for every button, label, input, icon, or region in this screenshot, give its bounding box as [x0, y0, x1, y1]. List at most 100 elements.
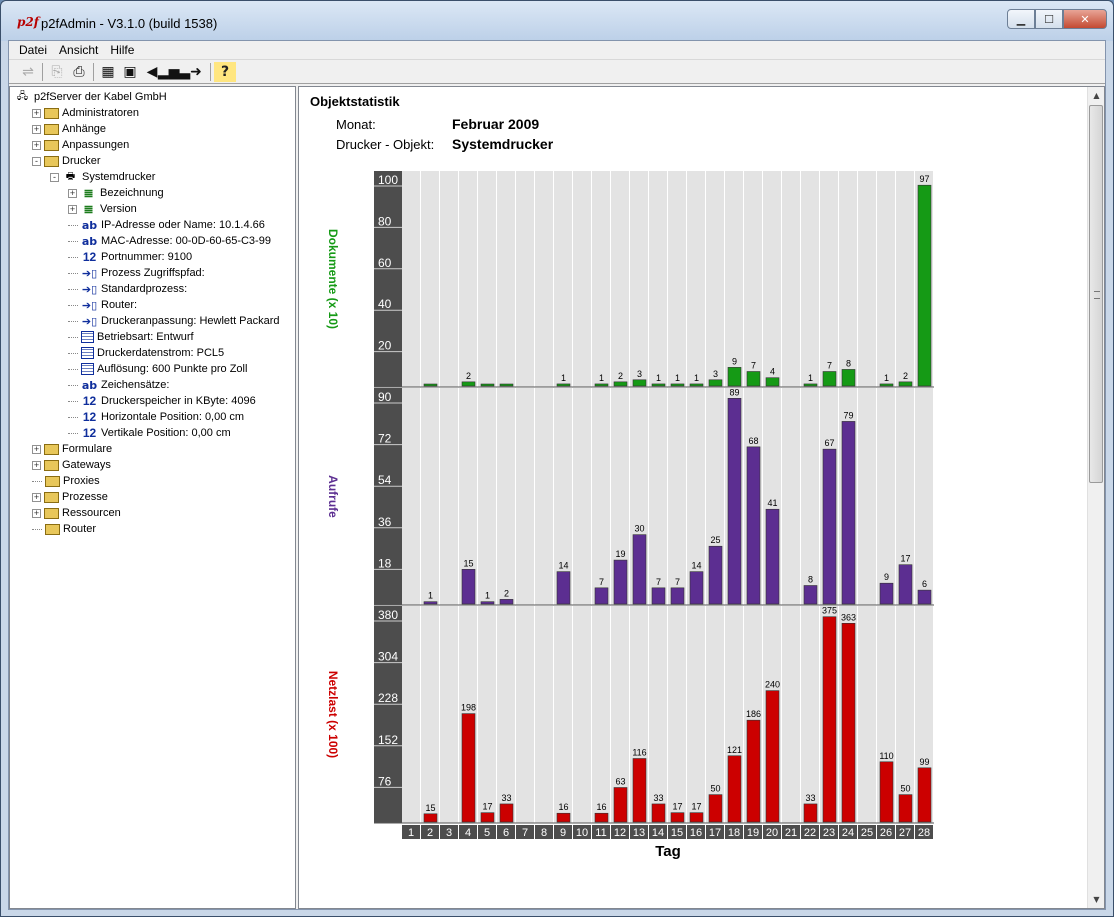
day-label-box: [592, 825, 610, 839]
y-tick-label: 18: [378, 556, 392, 570]
menu-datei[interactable]: Datei: [19, 43, 48, 57]
swap-icon[interactable]: ⇌: [22, 63, 34, 80]
process-icon: ➔▯: [81, 283, 98, 296]
tree-item[interactable]: Proxies: [32, 473, 100, 489]
tree-item[interactable]: + Gateways: [32, 457, 111, 473]
tree-item-label: Standardprozess:: [101, 283, 188, 295]
tree-item[interactable]: Auflösung: 600 Punkte pro Zoll: [68, 361, 247, 377]
vertical-scrollbar[interactable]: ▲ ▼: [1087, 87, 1104, 908]
properties-edit-icon[interactable]: ▣: [123, 63, 137, 80]
tree-connector: [68, 240, 78, 242]
forward-arrow-icon[interactable]: ➜: [190, 63, 202, 80]
tree-item-label: Ressourcen: [62, 507, 121, 519]
tree-item[interactable]: + Ressourcen: [32, 505, 121, 521]
tree-item[interactable]: Betriebsart: Entwurf: [68, 329, 194, 345]
scroll-up-icon[interactable]: ▲: [1093, 91, 1100, 100]
day-column: [782, 606, 800, 823]
y-tick-label: 20: [378, 339, 392, 353]
expand-icon[interactable]: +: [68, 187, 77, 198]
properties-icon[interactable]: ▦: [101, 63, 115, 80]
menu-ansicht[interactable]: Ansicht: [59, 43, 99, 57]
day-label-box: [554, 825, 572, 839]
bar-value-label: 17: [672, 802, 682, 812]
tree-item[interactable]: ➔▯ Druckeranpassung: Hewlett Packard: [68, 313, 280, 329]
tree-item[interactable]: 12 Druckerspeicher in KByte: 4096: [68, 393, 256, 409]
chart-icon[interactable]: ▂▅▃: [157, 63, 191, 80]
expand-icon[interactable]: +: [32, 139, 41, 150]
expand-icon[interactable]: +: [32, 459, 41, 470]
tree-item[interactable]: - 🖶 Systemdrucker: [50, 169, 155, 185]
expand-icon[interactable]: +: [32, 107, 41, 118]
day-label-box: [459, 825, 477, 839]
bar: [917, 184, 932, 387]
maximize-button[interactable]: ☐: [1035, 9, 1063, 29]
bar-value-label: 16: [558, 802, 568, 812]
object-value: Systemdrucker: [452, 136, 554, 152]
expand-icon[interactable]: +: [68, 203, 77, 214]
tree-item[interactable]: ➔▯ Prozess Zugriffspfad:: [68, 265, 205, 281]
bar-value-label: 1: [599, 373, 604, 383]
process-icon: ➔▯: [81, 299, 98, 312]
tree-item[interactable]: + Anpassungen: [32, 137, 129, 153]
tree-item[interactable]: Druckerdatenstrom: PCL5: [68, 345, 224, 361]
page-title: Objektstatistik: [310, 94, 400, 109]
tree-item[interactable]: 🖧 p2fServer der Kabel GmbH: [14, 89, 167, 105]
tree-item-label: Formulare: [62, 443, 113, 455]
bar: [708, 379, 723, 387]
bar: [708, 545, 723, 605]
tree-item[interactable]: ab Zeichensätze:: [68, 377, 169, 393]
collapse-icon[interactable]: -: [32, 156, 41, 166]
print-icon[interactable]: ⎙: [73, 63, 85, 80]
tree-item-label: Prozess Zugriffspfad:: [101, 267, 205, 279]
back-arrow-icon[interactable]: ◀: [146, 63, 158, 80]
tree-item[interactable]: Router: [32, 521, 96, 537]
menu-hilfe[interactable]: Hilfe: [110, 43, 135, 57]
scroll-down-icon[interactable]: ▼: [1093, 895, 1100, 904]
expand-icon[interactable]: +: [32, 507, 41, 518]
bar-value-label: 1: [656, 373, 661, 383]
bar-value-label: 7: [656, 577, 661, 587]
tree-item[interactable]: ab IP-Adresse oder Name: 10.1.4.66: [68, 217, 265, 233]
tree-item[interactable]: + ≣ Version: [68, 201, 137, 217]
day-column: [649, 171, 667, 387]
tree-item[interactable]: + Formulare: [32, 441, 112, 457]
day-column: [858, 606, 876, 823]
tree-item[interactable]: + Administratoren: [32, 105, 139, 121]
x-tick-label: 21: [785, 827, 797, 839]
object-tree[interactable]: 🖧 p2fServer der Kabel GmbH + Administratore…: [9, 86, 296, 909]
collapse-icon[interactable]: -: [50, 172, 59, 182]
close-button[interactable]: ✕: [1063, 9, 1107, 29]
tree-item[interactable]: ab MAC-Adresse: 00-0D-60-65-C3-99: [68, 233, 271, 249]
tree-item[interactable]: - Drucker: [32, 153, 101, 169]
folder-icon: [44, 507, 59, 519]
minimize-button[interactable]: ▁: [1007, 9, 1035, 29]
day-label-box: [896, 825, 914, 839]
bar-value-label: 30: [634, 524, 644, 534]
day-column: [611, 171, 629, 387]
bar: [423, 601, 438, 605]
scroll-thumb[interactable]: [1089, 105, 1103, 483]
tree-item[interactable]: 12 Horizontale Position: 0,00 cm: [68, 409, 244, 425]
app-logo-icon: p2f: [17, 15, 39, 29]
day-column: [440, 171, 458, 387]
expand-icon[interactable]: +: [32, 443, 41, 454]
help-icon[interactable]: ?: [214, 61, 236, 82]
copy-icon[interactable]: ⎘: [51, 63, 63, 80]
tree-item[interactable]: 12 Vertikale Position: 0,00 cm: [68, 425, 231, 441]
tree-item[interactable]: 12 Portnummer: 9100: [68, 249, 192, 265]
tree-item[interactable]: ➔▯ Router:: [68, 297, 137, 313]
tree-item[interactable]: ➔▯ Standardprozess:: [68, 281, 187, 297]
title-bar[interactable]: p2f p2fAdmin - V3.1.0 (build 1538) ▁ ☐ ✕: [1, 1, 1113, 41]
tree-item[interactable]: + Anhänge: [32, 121, 106, 137]
tree-item[interactable]: + ≣ Bezeichnung: [68, 185, 164, 201]
expand-icon[interactable]: +: [32, 123, 41, 134]
tree-connector: [68, 256, 78, 258]
expand-icon[interactable]: +: [32, 491, 41, 502]
bar-value-label: 363: [841, 612, 856, 622]
bar: [898, 381, 913, 387]
tree-item-label: Version: [100, 203, 137, 215]
day-column: [440, 606, 458, 823]
tree-item[interactable]: + Prozesse: [32, 489, 108, 505]
tree-item-label: Anpassungen: [62, 139, 130, 151]
bar: [765, 508, 780, 605]
